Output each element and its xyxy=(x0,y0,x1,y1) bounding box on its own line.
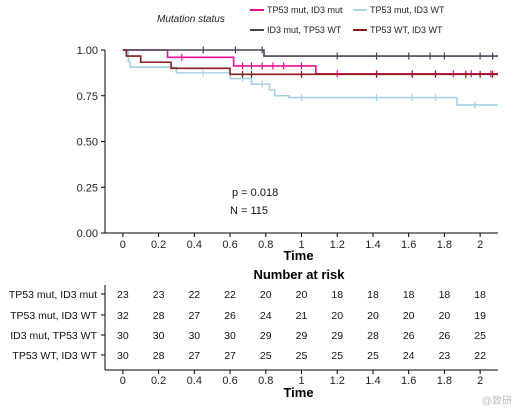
risk-x-axis-title: Time xyxy=(283,385,313,400)
risk-cell: 24 xyxy=(403,350,415,362)
risk-x-tick-label: 2 xyxy=(477,375,483,387)
legend-label: TP53 mut, ID3 WT xyxy=(370,5,445,15)
risk-cell: 25 xyxy=(296,350,308,362)
risk-x-tick-label: 0.8 xyxy=(258,375,273,387)
x-tick-label: 0.4 xyxy=(187,239,202,251)
legend-label: ID3 mut, TP53 WT xyxy=(267,25,342,35)
risk-cell: 22 xyxy=(188,289,200,301)
risk-x-tick-label: 1 xyxy=(298,375,304,387)
y-tick-label: 0.50 xyxy=(77,137,98,149)
x-tick-label: 0.2 xyxy=(151,239,166,251)
risk-cell: 18 xyxy=(331,289,343,301)
survival-curve xyxy=(122,49,498,57)
x-tick-label: 0.8 xyxy=(258,239,273,251)
risk-cell: 28 xyxy=(153,310,165,322)
x-tick-label: 1.6 xyxy=(401,239,416,251)
y-tick-label: 0.75 xyxy=(77,91,98,103)
legend-title: Mutation status xyxy=(157,14,225,25)
risk-cell: 20 xyxy=(296,289,308,301)
risk-row-label: ID3 mut, TP53 WT xyxy=(10,330,97,342)
risk-cell: 25 xyxy=(367,350,379,362)
risk-cell: 32 xyxy=(117,310,129,322)
risk-x-tick-label: 0 xyxy=(120,375,126,387)
risk-x-tick-label: 0.4 xyxy=(187,375,202,387)
watermark: @致研 xyxy=(482,394,512,407)
risk-row-label: TP53 mut, ID3 mut xyxy=(9,289,97,301)
risk-cell: 18 xyxy=(367,289,379,301)
survival-curve xyxy=(122,49,498,75)
risk-cell: 24 xyxy=(260,310,272,322)
risk-row-label: TP53 mut, ID3 WT xyxy=(10,310,98,322)
sample-size-annotation: N = 115 xyxy=(230,205,268,217)
risk-x-tick-label: 0.6 xyxy=(222,375,237,387)
legend-label: TP53 WT, ID3 WT xyxy=(370,25,443,35)
risk-x-tick-label: 1.6 xyxy=(401,375,416,387)
p-value-annotation: p = 0.018 xyxy=(232,187,278,199)
x-tick-label: 1 xyxy=(298,239,304,251)
risk-cell: 20 xyxy=(367,310,379,322)
risk-cell: 25 xyxy=(474,330,486,342)
risk-cell: 23 xyxy=(439,350,451,362)
legend-label: TP53 mut, ID3 mut xyxy=(267,5,343,15)
risk-cell: 18 xyxy=(439,289,451,301)
risk-cell: 30 xyxy=(153,330,165,342)
risk-cell: 19 xyxy=(474,310,486,322)
survival-plot: 0.00 0.25 0.50 0.75 1.00 0 0.2 0.4 0.6 0.8 1 1.2 1.4… xyxy=(77,45,498,263)
risk-cell: 27 xyxy=(188,350,200,362)
risk-cell: 23 xyxy=(117,289,129,301)
x-tick-label: 0 xyxy=(120,239,126,251)
risk-x-tick-label: 1.4 xyxy=(365,375,380,387)
risk-cell: 27 xyxy=(224,350,236,362)
risk-cell: 26 xyxy=(439,330,451,342)
survival-curve xyxy=(122,49,498,106)
risk-cell: 30 xyxy=(188,330,200,342)
risk-x-tick-label: 1.2 xyxy=(330,375,345,387)
x-tick-label: 1.4 xyxy=(365,239,380,251)
risk-cell: 30 xyxy=(117,330,129,342)
risk-cell: 28 xyxy=(367,330,379,342)
risk-cell: 29 xyxy=(260,330,272,342)
x-tick-label: 2 xyxy=(477,239,483,251)
risk-cell: 30 xyxy=(224,330,236,342)
x-tick-label: 0.6 xyxy=(222,239,237,251)
risk-cell: 22 xyxy=(474,350,486,362)
risk-cell: 20 xyxy=(403,310,415,322)
risk-cell: 30 xyxy=(117,350,129,362)
risk-cell: 28 xyxy=(153,350,165,362)
risk-cell: 21 xyxy=(296,310,308,322)
risk-table-title: Number at risk xyxy=(253,267,345,282)
y-tick-label: 1.00 xyxy=(77,45,98,57)
risk-cell: 25 xyxy=(331,350,343,362)
y-tick-label: 0.25 xyxy=(77,182,98,194)
risk-cell: 27 xyxy=(188,310,200,322)
risk-cell: 20 xyxy=(439,310,451,322)
legend: Mutation status TP53 mut, ID3 mut TP53 mut… xyxy=(157,5,445,35)
risk-cell: 20 xyxy=(331,310,343,322)
y-tick-label: 0.00 xyxy=(77,228,98,240)
x-tick-label: 1.8 xyxy=(437,239,452,251)
risk-cell: 20 xyxy=(260,289,272,301)
risk-cell: 23 xyxy=(153,289,165,301)
risk-cell: 29 xyxy=(296,330,308,342)
risk-cell: 26 xyxy=(403,330,415,342)
risk-cell: 29 xyxy=(331,330,343,342)
risk-row-label: TP53 WT, ID3 WT xyxy=(12,350,97,362)
risk-x-tick-label: 0.2 xyxy=(151,375,166,387)
x-axis-title: Time xyxy=(283,248,313,263)
x-tick-label: 1.2 xyxy=(330,239,345,251)
risk-cell: 26 xyxy=(224,310,236,322)
risk-cell: 18 xyxy=(403,289,415,301)
risk-cell: 22 xyxy=(224,289,236,301)
risk-cell: 25 xyxy=(260,350,272,362)
survival-curve xyxy=(122,49,498,76)
risk-x-tick-label: 1.8 xyxy=(437,375,452,387)
risk-cell: 18 xyxy=(474,289,486,301)
